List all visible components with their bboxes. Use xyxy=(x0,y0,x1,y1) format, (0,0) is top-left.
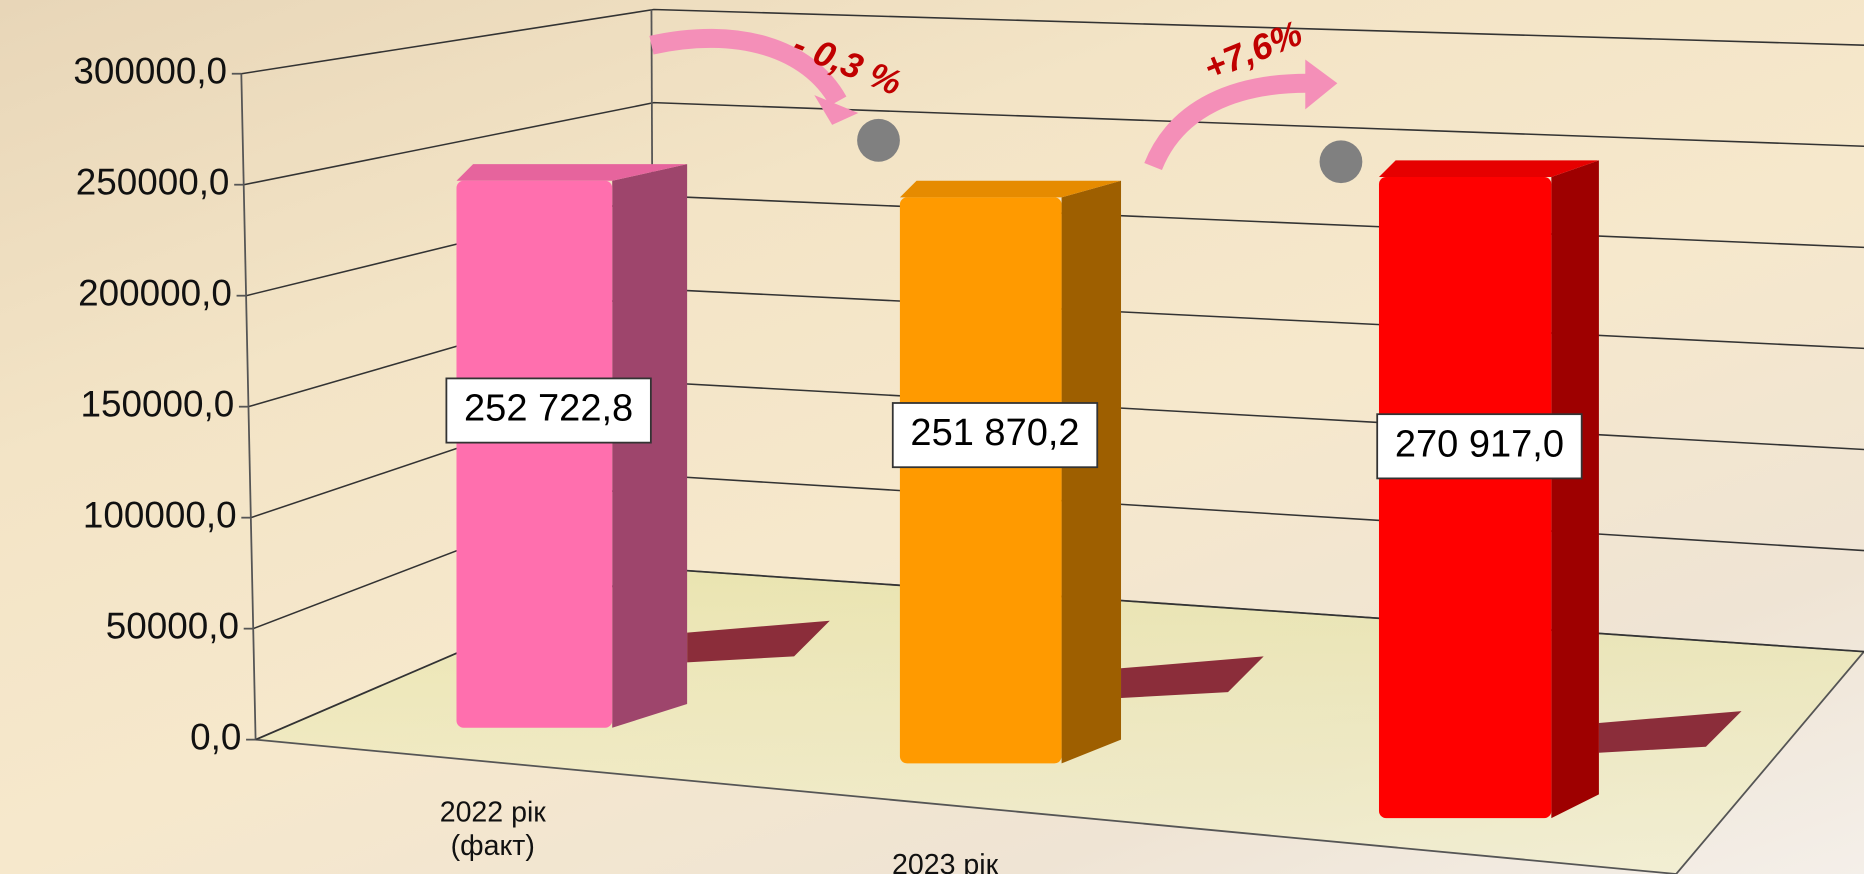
arrow-head xyxy=(1305,59,1338,110)
x-tick-label: 2022 рік (факт) xyxy=(439,796,546,863)
y-tick-label: 150000,0 xyxy=(81,383,235,424)
arrow-head xyxy=(814,95,859,125)
y-axis xyxy=(240,73,257,740)
value-label-box xyxy=(891,402,1099,469)
annotation: - 0,3 % xyxy=(788,24,908,103)
arrow xyxy=(649,28,847,107)
arrow xyxy=(1144,73,1308,171)
bar-side xyxy=(612,164,688,728)
bar-side xyxy=(1061,180,1122,764)
value-label: 251 870,2 xyxy=(910,412,1079,454)
y-tick-label: 300000,0 xyxy=(73,50,227,91)
marker-dot xyxy=(857,118,900,162)
bar xyxy=(456,180,613,728)
value-label: 252 722,8 xyxy=(464,388,633,430)
value-label-box xyxy=(445,377,652,444)
bar-shadow xyxy=(1121,656,1264,699)
bar-top xyxy=(899,180,1122,198)
y-tick-label: 0,0 xyxy=(190,716,241,757)
bar-shadow xyxy=(687,620,830,663)
bar-top xyxy=(1378,160,1599,178)
y-tick-label: 250000,0 xyxy=(76,161,230,202)
x-tick-label: 2023 рік xyxy=(892,849,999,874)
y-tick-label: 200000,0 xyxy=(78,272,232,313)
value-label-box xyxy=(1376,413,1583,480)
marker-dot xyxy=(1319,140,1363,184)
value-label: 270 917,0 xyxy=(1395,423,1564,465)
grid-line xyxy=(241,8,1864,75)
bar-top xyxy=(456,164,688,181)
bar-shadow xyxy=(1598,711,1742,753)
bar-side xyxy=(1551,160,1599,819)
y-tick-label: 50000,0 xyxy=(106,605,239,646)
bar xyxy=(899,197,1062,764)
y-tick-label: 100000,0 xyxy=(83,494,237,535)
grid-line xyxy=(243,101,1864,186)
bar xyxy=(1378,177,1552,819)
